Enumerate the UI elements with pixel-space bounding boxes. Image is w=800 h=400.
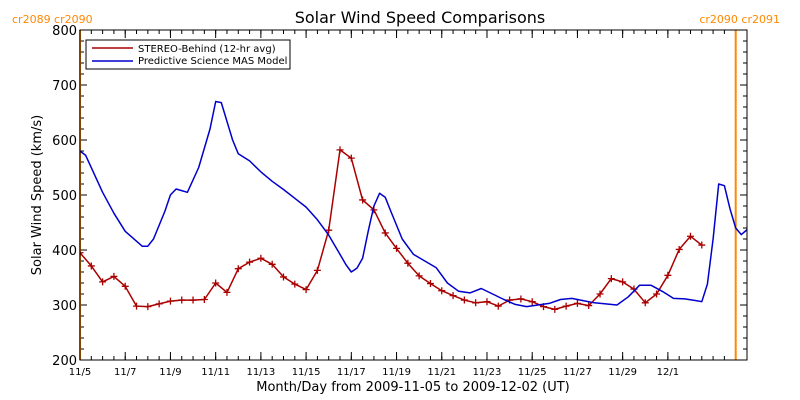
data-point	[641, 299, 649, 307]
data-point	[313, 266, 321, 274]
x-tick-label: 11/21	[427, 367, 456, 378]
data-point	[551, 305, 559, 313]
x-tick-label: 11/15	[292, 367, 321, 378]
data-point	[619, 278, 627, 286]
data-point	[121, 282, 129, 290]
data-point	[438, 287, 446, 295]
data-point	[460, 296, 468, 304]
series-line-2	[80, 100, 747, 308]
data-point	[528, 298, 536, 306]
x-tick-label: 11/29	[608, 367, 637, 378]
x-tick-label: 11/11	[201, 367, 230, 378]
legend: STEREO-Behind (12-hr avg) Predictive Sci…	[85, 39, 291, 70]
data-point	[144, 303, 152, 311]
y-tick-label: 200	[52, 354, 77, 369]
data-point	[449, 292, 457, 300]
y-tick-label: 500	[52, 189, 77, 204]
series-layer	[80, 100, 747, 313]
data-point	[166, 297, 174, 305]
data-point	[268, 260, 276, 268]
data-point	[110, 272, 118, 280]
x-tick-label: 11/13	[246, 367, 275, 378]
data-point	[381, 229, 389, 237]
data-point	[200, 296, 208, 303]
data-point	[291, 280, 299, 288]
data-point	[87, 262, 95, 270]
data-point	[653, 290, 661, 298]
data-point	[596, 290, 604, 298]
legend-label-stereo: STEREO-Behind (12-hr avg)	[138, 44, 276, 55]
rotation-label-left: cr2089 cr2090	[12, 13, 93, 26]
data-point	[698, 241, 706, 249]
chart-title: Solar Wind Speed Comparisons	[295, 8, 546, 27]
data-point	[517, 295, 525, 303]
series-2	[80, 100, 747, 308]
y-tick-label: 600	[52, 134, 77, 149]
data-point	[99, 278, 107, 286]
data-point	[483, 298, 491, 306]
data-point	[133, 302, 141, 310]
data-point	[472, 299, 480, 307]
series-1	[80, 146, 706, 313]
data-point	[223, 288, 231, 296]
data-point	[279, 273, 287, 281]
x-tick-label: 11/27	[563, 367, 592, 378]
data-point	[664, 271, 672, 279]
data-point	[607, 275, 615, 283]
data-point	[347, 154, 355, 162]
data-point	[246, 258, 254, 266]
y-tick-labels: 200 300 400 500 600 700 800	[52, 24, 77, 369]
y-tick-label: 800	[52, 24, 77, 39]
x-tick-label: 11/7	[114, 367, 136, 378]
data-point	[336, 146, 344, 154]
x-tick-label: 11/17	[337, 367, 366, 378]
data-point	[234, 265, 242, 273]
x-tick-label: 11/25	[518, 367, 547, 378]
y-tick-label: 700	[52, 79, 77, 94]
data-point	[359, 196, 367, 204]
x-tick-label: 11/19	[382, 367, 411, 378]
data-point	[494, 302, 502, 310]
y-tick-label: 300	[52, 299, 77, 314]
legend-label-model: Predictive Science MAS Model	[138, 56, 287, 67]
rotation-label-right: cr2090 cr2091	[699, 13, 780, 26]
y-axis-label: Solar Wind Speed (km/s)	[30, 115, 45, 275]
data-point	[325, 226, 333, 234]
data-point	[426, 280, 434, 288]
legend-box	[85, 39, 291, 70]
x-tick-labels: 11/5 11/7 11/9 11/11 11/13 11/15 11/17 11/19 11/…	[69, 367, 679, 378]
x-tick-label: 11/23	[473, 367, 502, 378]
data-point	[189, 296, 197, 304]
data-point	[393, 244, 401, 252]
data-point	[212, 279, 220, 287]
data-point	[573, 299, 581, 307]
data-point	[404, 259, 412, 267]
data-point	[80, 249, 84, 257]
data-point	[302, 286, 310, 294]
data-point	[415, 272, 423, 280]
x-axis-label: Month/Day from 2009-11-05 to 2009-12-02 …	[256, 380, 569, 395]
x-tick-label: 11/9	[159, 367, 181, 378]
data-point	[257, 254, 265, 262]
plot-frame	[79, 29, 748, 361]
x-tick-label: 11/5	[69, 367, 91, 378]
data-point	[155, 300, 163, 308]
data-point	[675, 245, 683, 253]
data-point	[562, 302, 570, 310]
data-point	[585, 302, 593, 310]
x-tick-label: 12/1	[657, 367, 679, 378]
data-point	[686, 232, 694, 240]
y-tick-label: 400	[52, 244, 77, 259]
data-point	[178, 296, 186, 304]
